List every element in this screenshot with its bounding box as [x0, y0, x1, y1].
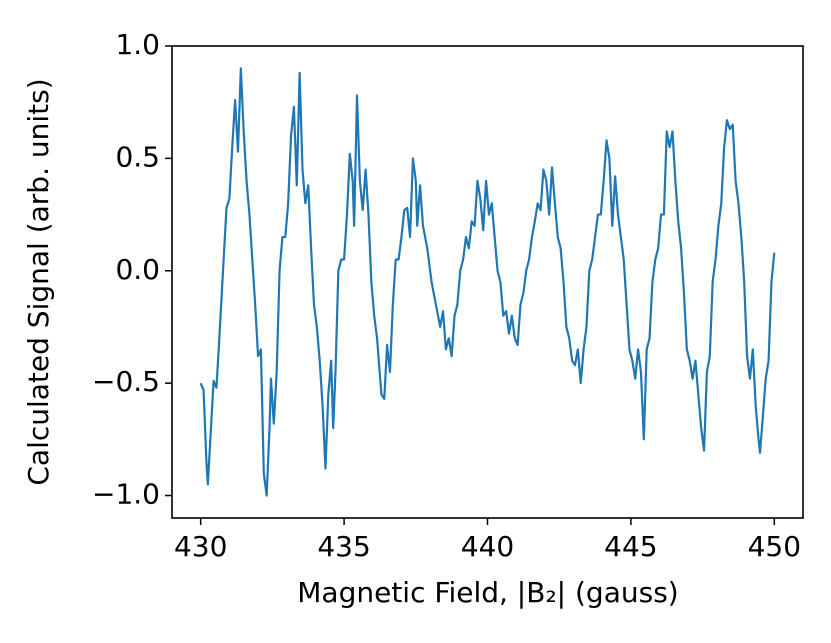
x-tick-label: 440	[461, 530, 514, 563]
x-axis-label: Magnetic Field, |B₂| (gauss)	[297, 576, 678, 609]
x-tick-label: 435	[317, 530, 370, 563]
y-tick-label: −1.0	[92, 478, 160, 511]
x-tick-label: 450	[748, 530, 801, 563]
plot-frame	[171, 45, 804, 519]
data-line	[199, 67, 776, 497]
y-tick-label: 1.0	[115, 28, 160, 61]
x-tick-label: 445	[604, 530, 657, 563]
y-axis-label: Calculated Signal (arb. units)	[22, 78, 55, 485]
y-tick-label: −0.5	[92, 365, 160, 398]
y-tick-label: 0.0	[115, 253, 160, 286]
y-tick-label: 0.5	[115, 140, 160, 173]
x-tick-label: 430	[174, 530, 227, 563]
